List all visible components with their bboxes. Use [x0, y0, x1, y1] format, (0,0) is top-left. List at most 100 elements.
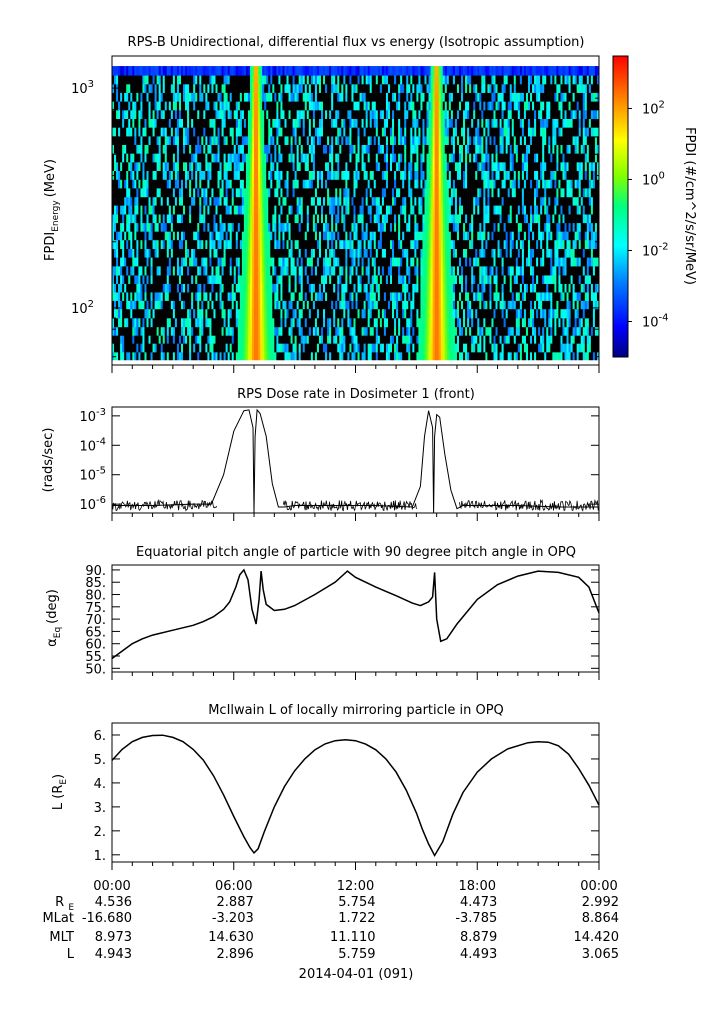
flux-cell	[138, 266, 141, 276]
flux-cell	[442, 188, 446, 198]
flux-cell	[268, 188, 271, 198]
flux-cell	[292, 214, 295, 224]
flux-cell	[357, 283, 360, 293]
flux-cell	[497, 231, 500, 241]
flux-cell	[162, 231, 166, 241]
flux-cell	[400, 352, 403, 361]
flux-cell	[239, 239, 243, 249]
flux-cell	[207, 214, 210, 224]
flux-cell	[521, 283, 525, 293]
flux-cell	[477, 352, 480, 361]
flux-cell	[211, 231, 214, 241]
flux-cell	[254, 257, 257, 267]
flux-cell	[223, 248, 226, 258]
flux-cell	[286, 326, 289, 336]
flux-cell	[270, 266, 273, 276]
flux-cell	[219, 317, 222, 328]
flux-cell	[118, 239, 121, 249]
flux-cell	[548, 231, 551, 241]
flux-cell	[327, 300, 330, 310]
flux-cell	[385, 283, 389, 293]
flux-cell	[552, 231, 555, 241]
flux-cell	[507, 239, 511, 249]
flux-cell	[534, 266, 537, 276]
flux-cell	[398, 352, 401, 361]
flux-cell	[365, 326, 368, 336]
flux-cell	[264, 308, 267, 319]
flux-cell	[227, 266, 230, 276]
flux-cell	[582, 188, 586, 198]
flux-cell	[544, 214, 547, 224]
flux-cell	[430, 196, 433, 206]
flux-cell	[353, 257, 356, 267]
flux-cell	[552, 335, 555, 344]
flux-cell	[554, 222, 557, 232]
flux-cell	[450, 343, 454, 353]
flux-cell	[588, 317, 592, 328]
flux-cell	[166, 300, 170, 310]
flux-cell	[116, 317, 119, 328]
flux-cell	[205, 283, 208, 293]
flux-cell	[207, 317, 210, 328]
flux-cell	[262, 248, 265, 258]
flux-cell	[223, 275, 226, 284]
flux-cell	[282, 308, 285, 319]
flux-cell	[274, 248, 277, 258]
flux-cell	[556, 317, 559, 328]
flux-cell	[136, 222, 139, 232]
flux-cell	[292, 300, 295, 310]
flux-cell	[566, 343, 569, 353]
flux-cell	[239, 196, 243, 206]
flux-cell	[568, 275, 571, 284]
flux-cell	[345, 239, 348, 249]
flux-cell	[530, 335, 533, 344]
flux-cell	[392, 248, 395, 258]
flux-cell	[130, 239, 133, 249]
flux-cell	[197, 239, 200, 249]
flux-cell	[304, 317, 308, 328]
flux-cell	[164, 222, 168, 232]
flux-cell	[381, 188, 385, 198]
flux-cell	[314, 205, 318, 215]
flux-cell	[503, 257, 506, 267]
flux-cell	[527, 257, 531, 267]
flux-cell	[298, 283, 302, 293]
flux-cell	[166, 326, 170, 336]
flux-cell	[288, 300, 291, 310]
flux-cell	[213, 205, 216, 215]
flux-cell	[302, 222, 306, 232]
flux-cell	[178, 222, 182, 232]
flux-cell	[124, 188, 127, 198]
flux-cell	[387, 214, 391, 224]
flux-cell	[359, 214, 362, 224]
flux-cell	[491, 308, 494, 319]
flux-cell	[371, 317, 375, 328]
flux-cell	[566, 352, 569, 361]
flux-cell	[521, 257, 525, 267]
flux-cell	[331, 179, 334, 189]
flux-cell	[195, 214, 198, 224]
flux-heatmap-cells	[112, 66, 600, 361]
flux-cell	[164, 335, 168, 344]
flux-cell	[532, 205, 535, 215]
flux-cell	[487, 266, 490, 276]
flux-cell	[497, 239, 500, 249]
flux-cell	[310, 300, 314, 310]
flux-cell	[211, 214, 214, 224]
flux-cell	[392, 275, 395, 284]
flux-cell	[406, 343, 409, 353]
flux-cell	[217, 231, 220, 241]
flux-cell	[172, 231, 176, 241]
flux-cell	[193, 257, 196, 267]
flux-cell	[546, 214, 549, 224]
flux-cell	[329, 283, 332, 293]
flux-cell	[438, 343, 442, 353]
flux-cell	[247, 317, 251, 328]
flux-cell	[318, 343, 322, 353]
flux-cell	[361, 196, 364, 206]
flux-cell	[260, 205, 263, 215]
flux-cell	[288, 275, 291, 284]
flux-cell	[193, 231, 196, 241]
flux-cell	[424, 188, 427, 198]
flux-cell	[456, 231, 460, 241]
